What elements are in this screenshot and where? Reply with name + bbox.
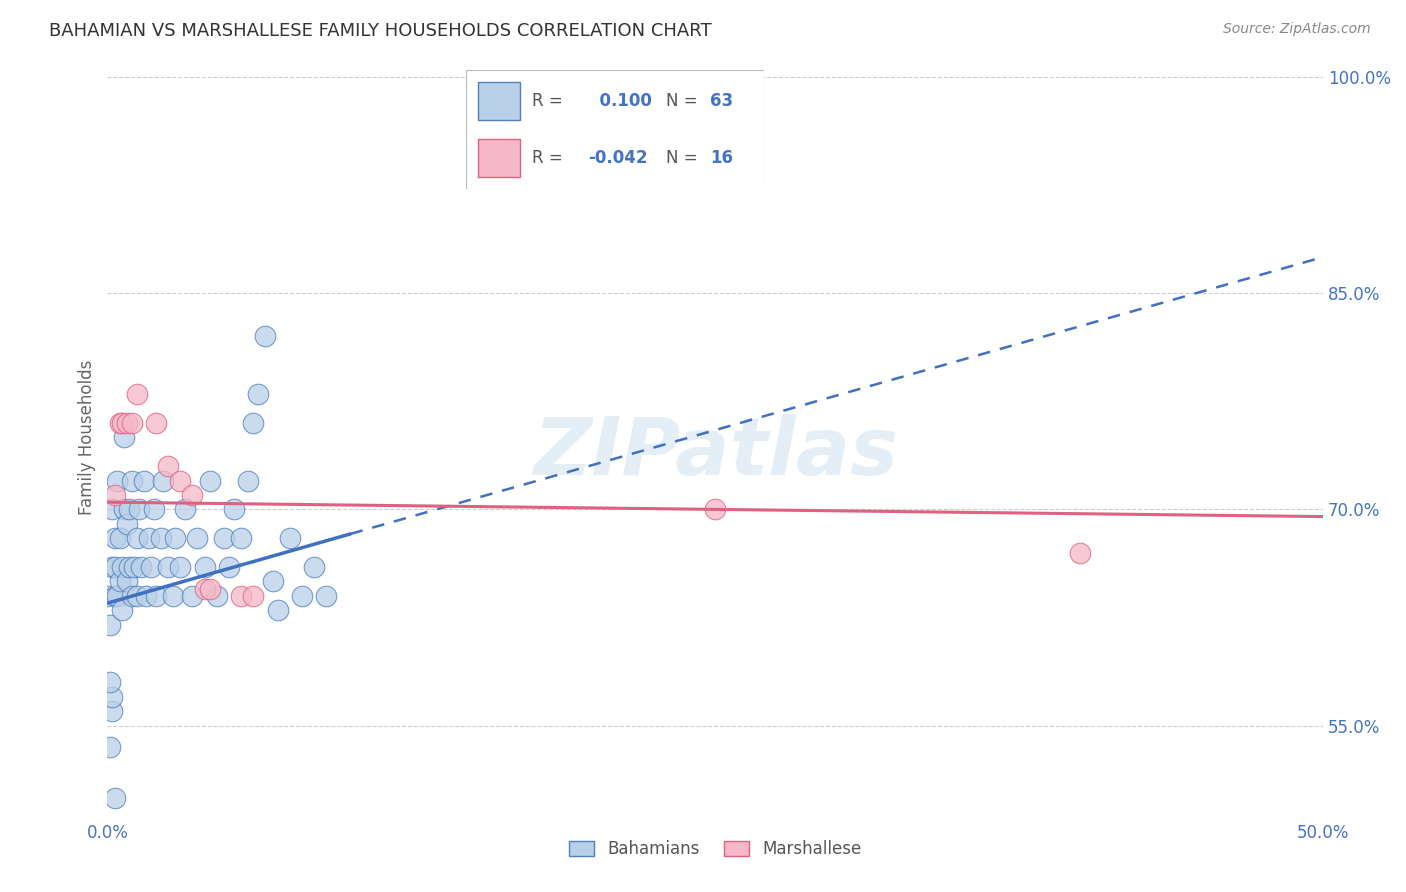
- Point: [132, 474, 155, 488]
- Point: [262, 574, 284, 589]
- Point: [218, 560, 240, 574]
- Point: [205, 589, 228, 603]
- Point: [121, 589, 143, 603]
- Point: [121, 416, 143, 430]
- Point: [101, 704, 124, 718]
- Point: [125, 589, 148, 603]
- Point: [111, 560, 134, 574]
- Point: [111, 603, 134, 617]
- Point: [121, 474, 143, 488]
- Point: [157, 459, 180, 474]
- Point: [222, 502, 245, 516]
- Point: [247, 387, 270, 401]
- Point: [98, 740, 121, 755]
- Point: [198, 582, 221, 596]
- Point: [101, 560, 124, 574]
- Point: [108, 531, 131, 545]
- Point: [238, 474, 260, 488]
- Point: [1069, 546, 1091, 560]
- Point: [198, 474, 221, 488]
- Point: [104, 589, 127, 603]
- Point: [291, 589, 314, 603]
- Point: [104, 560, 127, 574]
- Point: [122, 560, 145, 574]
- Point: [115, 574, 138, 589]
- Point: [229, 589, 252, 603]
- Point: [118, 502, 141, 516]
- Point: [131, 560, 153, 574]
- Point: [194, 560, 217, 574]
- Point: [194, 582, 217, 596]
- Point: [128, 502, 150, 516]
- Point: [165, 531, 187, 545]
- Point: [266, 603, 288, 617]
- Point: [115, 416, 138, 430]
- Point: [98, 617, 121, 632]
- Point: [104, 531, 127, 545]
- Point: [96, 589, 118, 603]
- Point: [108, 416, 131, 430]
- Point: [186, 531, 208, 545]
- Legend: Bahamians, Marshallese: Bahamians, Marshallese: [562, 833, 869, 864]
- Point: [302, 560, 325, 574]
- Point: [278, 531, 301, 545]
- Point: [112, 430, 135, 444]
- Point: [157, 560, 180, 574]
- Point: [142, 502, 165, 516]
- Point: [141, 560, 163, 574]
- Point: [138, 531, 160, 545]
- Point: [704, 502, 727, 516]
- Point: [135, 589, 157, 603]
- Point: [242, 416, 264, 430]
- Point: [152, 474, 174, 488]
- Point: [181, 488, 204, 502]
- Point: [125, 387, 148, 401]
- Point: [169, 560, 191, 574]
- Text: BAHAMIAN VS MARSHALLESE FAMILY HOUSEHOLDS CORRELATION CHART: BAHAMIAN VS MARSHALLESE FAMILY HOUSEHOLD…: [49, 22, 711, 40]
- Point: [254, 329, 277, 343]
- Point: [104, 790, 127, 805]
- Point: [181, 589, 204, 603]
- Point: [242, 589, 264, 603]
- Point: [118, 560, 141, 574]
- Point: [105, 589, 128, 603]
- Point: [108, 574, 131, 589]
- Point: [145, 589, 167, 603]
- Point: [98, 675, 121, 690]
- Point: [101, 690, 124, 704]
- Text: ZIPatlas: ZIPatlas: [533, 414, 898, 491]
- Point: [104, 488, 127, 502]
- Point: [174, 502, 197, 516]
- Point: [162, 589, 184, 603]
- Point: [315, 589, 337, 603]
- Point: [212, 531, 235, 545]
- Y-axis label: Family Households: Family Households: [79, 359, 96, 515]
- Point: [169, 474, 191, 488]
- Point: [149, 531, 172, 545]
- Point: [112, 502, 135, 516]
- Point: [105, 474, 128, 488]
- Point: [101, 502, 124, 516]
- Text: Source: ZipAtlas.com: Source: ZipAtlas.com: [1223, 22, 1371, 37]
- Point: [145, 416, 167, 430]
- Point: [125, 531, 148, 545]
- Point: [229, 531, 252, 545]
- Point: [115, 516, 138, 531]
- Point: [111, 416, 134, 430]
